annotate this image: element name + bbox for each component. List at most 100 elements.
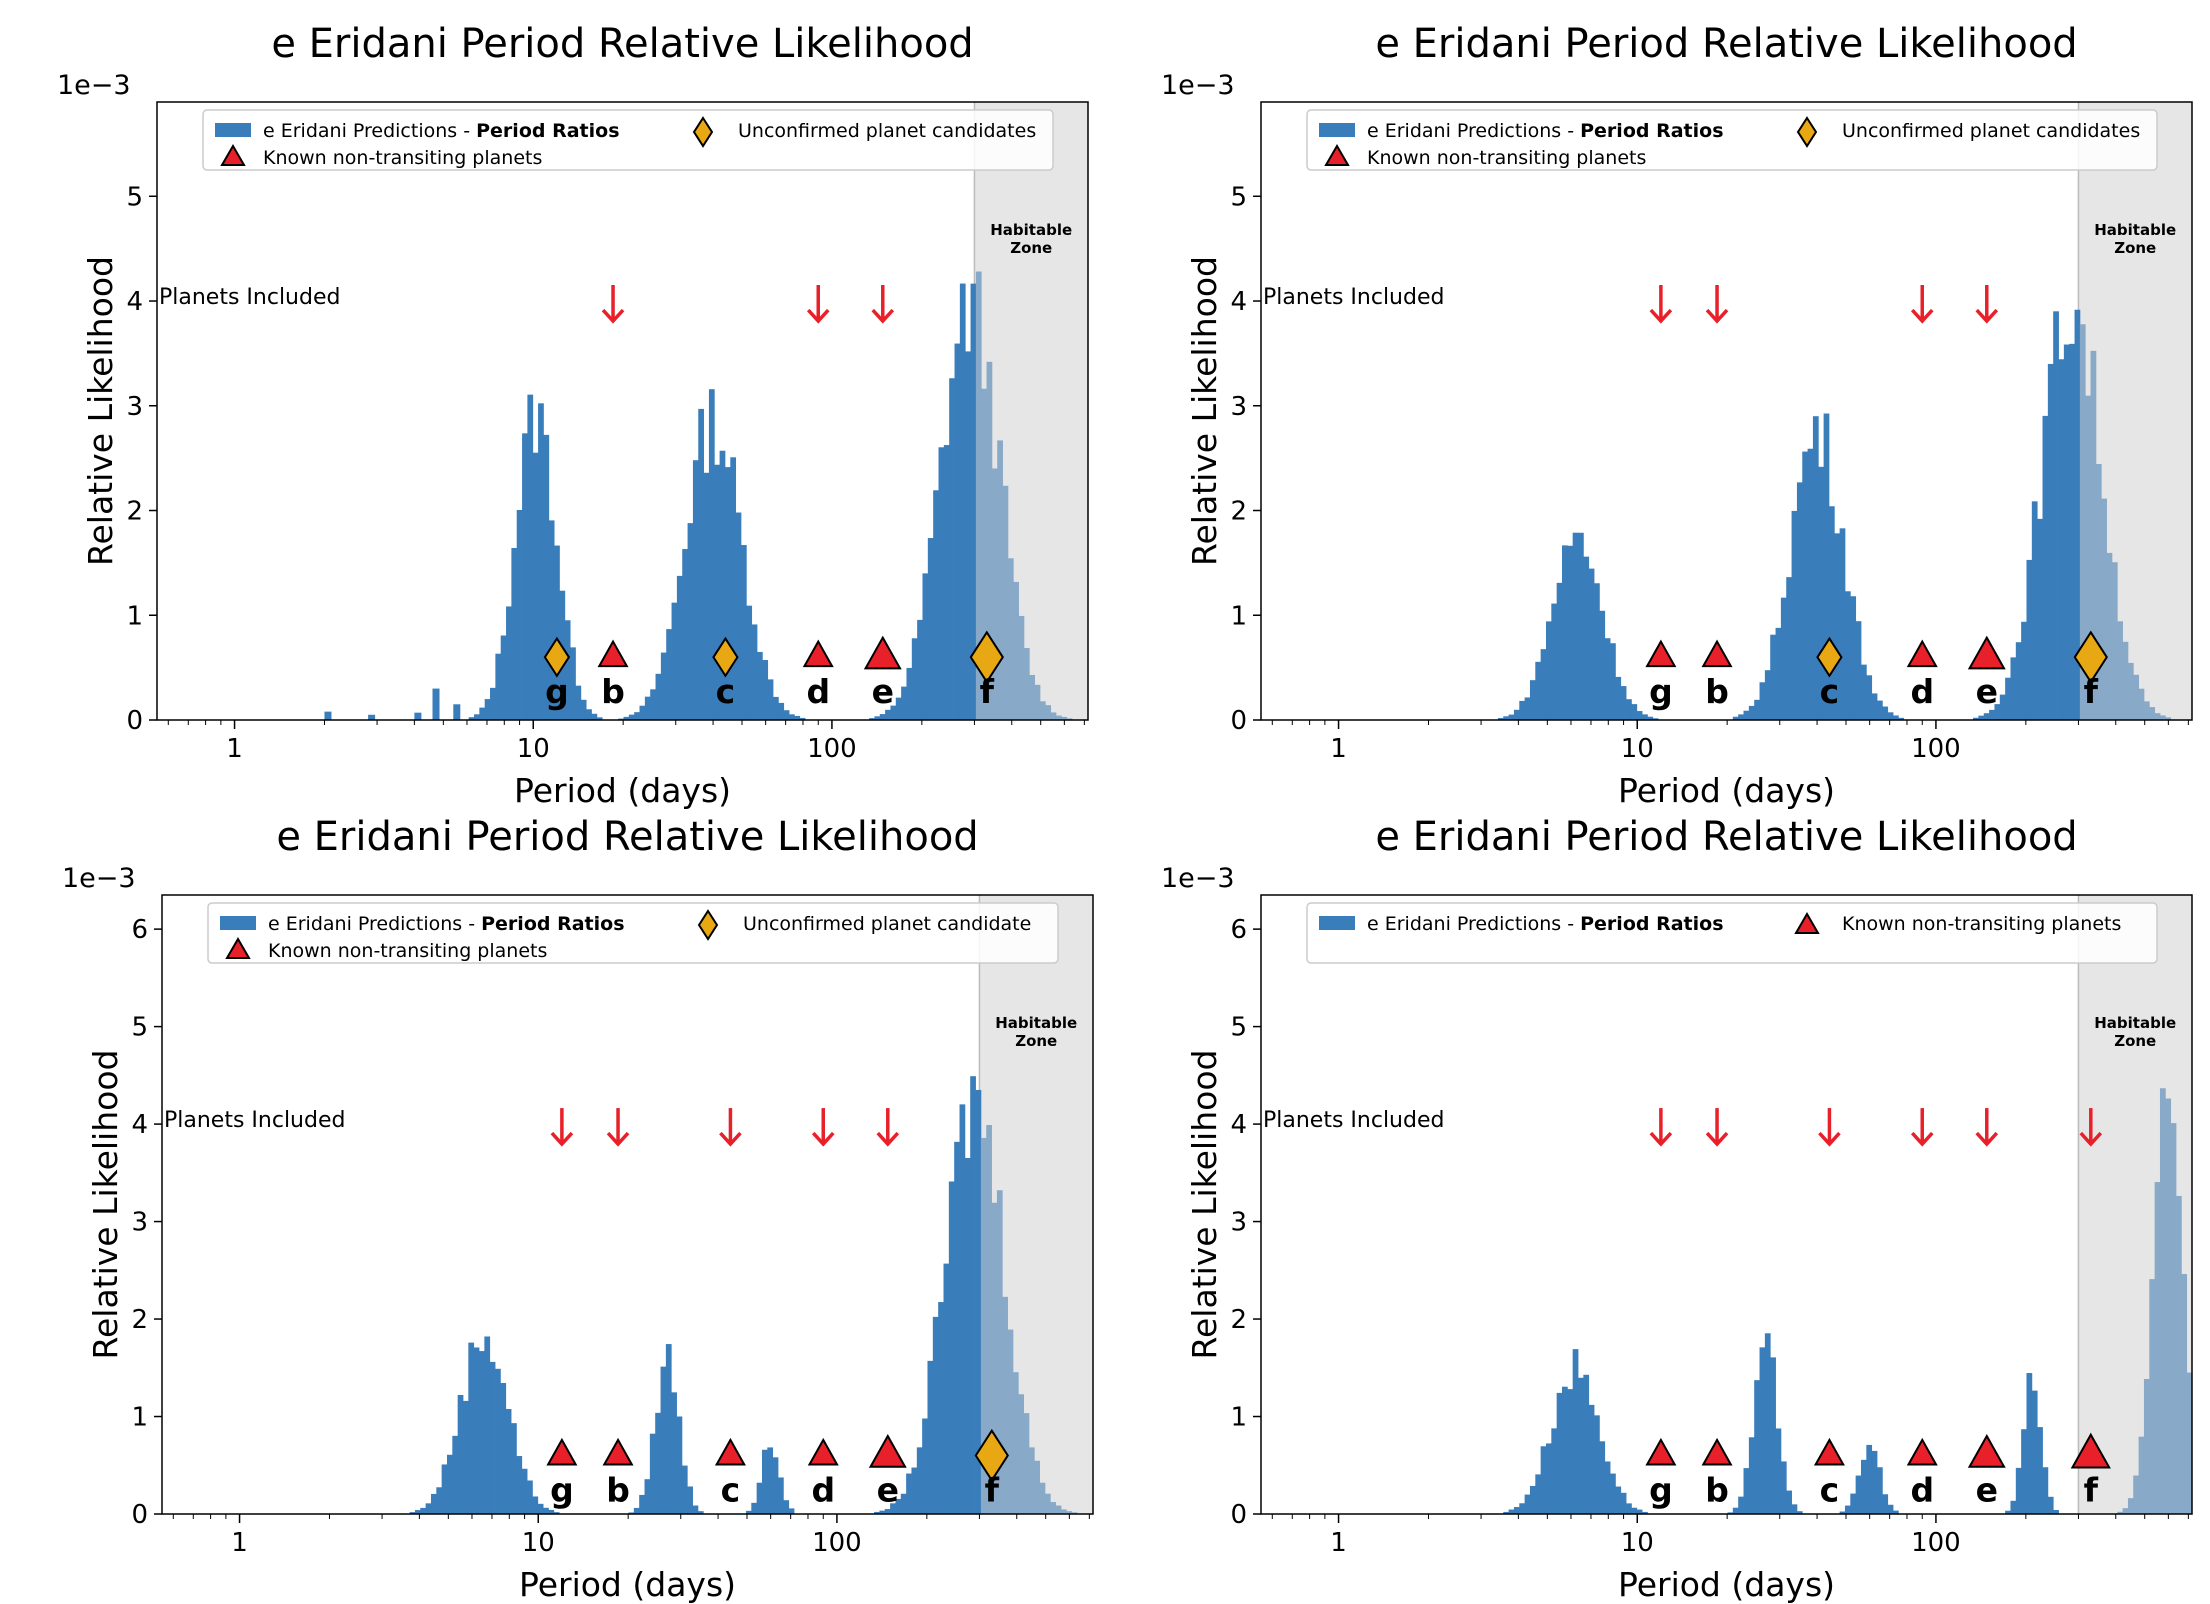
histogram-bar	[580, 699, 587, 720]
histogram-bar	[548, 520, 555, 720]
histogram-bar	[1850, 596, 1857, 720]
histogram-bar	[452, 1435, 459, 1514]
chart-title: e Eridani Period Relative Likelihood	[1375, 814, 2077, 860]
histogram-bar	[1850, 1493, 1857, 1514]
histogram-bar	[591, 713, 598, 720]
histogram-bar	[521, 1468, 528, 1514]
legend-series-prefix: e Eridani Predictions -	[268, 913, 481, 935]
histogram-bar	[1535, 1474, 1542, 1514]
legend-box	[1306, 109, 2158, 171]
histogram-bar	[1791, 510, 1798, 720]
histogram-bar	[2026, 559, 2033, 720]
histogram-bar	[1764, 1333, 1771, 1514]
histogram-bar	[1567, 1389, 1574, 1514]
histogram-bar	[777, 1477, 784, 1514]
histogram-bar	[1610, 643, 1616, 720]
planets-included-label: Planets Included	[159, 285, 340, 310]
histogram-bar	[414, 1510, 421, 1514]
histogram-bar	[2117, 1511, 2123, 1514]
histogram-bar	[2063, 344, 2070, 720]
histogram-bar	[1039, 1482, 1046, 1514]
histogram-bar	[1759, 682, 1766, 720]
histogram-bar	[2058, 359, 2065, 720]
included-planet-arrow	[1818, 1131, 1841, 1147]
planet-label: g	[1649, 672, 1673, 711]
histogram-bar	[457, 1395, 464, 1514]
legend-diamond-swatch	[692, 116, 714, 148]
x-tick-label: 100	[1911, 1528, 1961, 1558]
histogram-bar	[772, 696, 779, 720]
histogram-bar	[1002, 1296, 1008, 1514]
histogram-bar	[2005, 1510, 2011, 1514]
included-planet-arrow	[1975, 308, 1999, 324]
x-tick-label: 10	[517, 734, 550, 764]
y-tick-label: 3	[1230, 1208, 1247, 1238]
y-tick-label: 4	[126, 287, 143, 317]
histogram-bar	[2159, 1088, 2166, 1514]
y-tick-label: 5	[1230, 182, 1247, 212]
known-planet-marker	[2070, 1432, 2111, 1469]
legend-diamond-swatch	[697, 909, 719, 941]
histogram-bar	[1743, 1468, 1750, 1514]
plot-frame	[156, 101, 1089, 721]
histogram-bar	[1887, 712, 1894, 720]
histogram-bar	[1497, 718, 1504, 720]
histogram-bar	[2181, 1274, 2188, 1514]
histogram-bar	[1061, 716, 1068, 720]
histogram-bar	[954, 343, 961, 720]
included-planet-arrow	[1910, 1131, 1934, 1147]
histogram-bar	[468, 1342, 475, 1514]
histogram-bar	[628, 1512, 635, 1514]
histogram-bar	[1524, 697, 1531, 720]
planet-label: c	[1820, 672, 1840, 711]
legend-known-label: Known non-transiting planets	[263, 147, 542, 169]
y-tick-label: 4	[1230, 287, 1247, 317]
histogram-bar	[474, 714, 480, 720]
histogram-bar	[453, 704, 461, 720]
legend-series-prefix: e Eridani Predictions -	[1367, 120, 1580, 142]
planet-label: d	[1910, 672, 1934, 711]
histogram-bar	[885, 709, 891, 720]
histogram-bar	[2165, 717, 2172, 720]
histogram-bar	[1754, 1380, 1760, 1514]
histogram-bar	[2031, 1390, 2038, 1514]
known-planet-marker	[1813, 1437, 1845, 1466]
chart-panel-1: e Eridani Period Relative Likelihood Habi…	[57, 21, 1089, 810]
planet-label: e	[877, 1471, 899, 1510]
histogram-bar	[1876, 1467, 1883, 1514]
histogram-bar	[927, 538, 934, 720]
chart-panel-4: e Eridani Period Relative Likelihood Habi…	[1161, 814, 2193, 1604]
known-planet-marker	[602, 1437, 634, 1466]
histogram-bar	[714, 464, 721, 720]
histogram-bar	[1561, 545, 1568, 720]
histogram-bar	[1855, 621, 1862, 720]
y-multiplier: 1e−3	[57, 70, 131, 101]
histogram-bar	[980, 1137, 987, 1514]
planets-included-label: Planets Included	[1263, 285, 1444, 310]
included-planet-arrow	[871, 308, 895, 324]
histogram-bar	[676, 1416, 683, 1514]
histogram-bar	[506, 606, 512, 720]
histogram-bar	[1599, 1441, 1606, 1514]
histogram-bar	[1989, 709, 1995, 720]
legend-candidate-label: Unconfirmed planet candidates	[738, 120, 1036, 142]
planet-label: b	[601, 672, 625, 711]
histogram-bar	[943, 1263, 950, 1514]
histogram-bar	[1871, 693, 1878, 720]
histogram-bar	[1973, 717, 1979, 720]
y-tick-label: 5	[131, 1013, 148, 1043]
histogram-bar	[505, 1408, 512, 1514]
included-planet-arrow	[1910, 308, 1934, 324]
histogram-bar	[1018, 1394, 1024, 1514]
histogram-bar	[2021, 1429, 2027, 1514]
histogram-bar	[1060, 1509, 1067, 1514]
histogram-bar	[420, 1507, 427, 1514]
histogram-bar	[901, 686, 907, 720]
histogram-bar	[2021, 621, 2027, 720]
histogram-bar	[1604, 1461, 1611, 1514]
known-planet-marker	[597, 639, 629, 668]
planet-label: g	[550, 1471, 574, 1510]
histogram-bar	[1647, 716, 1654, 720]
histogram-bar	[1796, 482, 1803, 720]
